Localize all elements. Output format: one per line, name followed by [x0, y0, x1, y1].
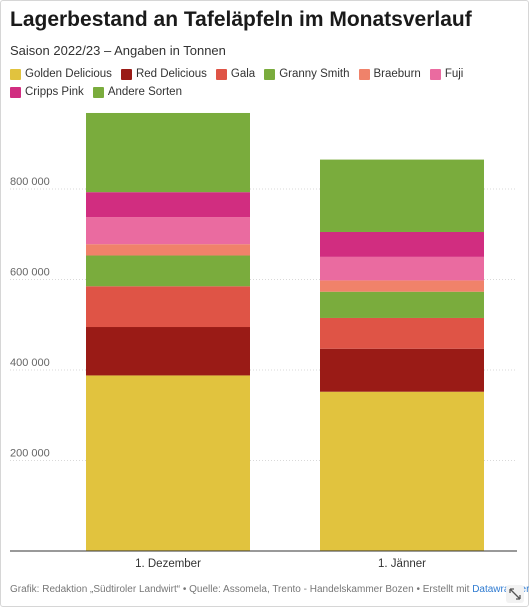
legend-item: Andere Sorten — [92, 84, 182, 100]
x-tick-label: 1. Jänner — [378, 558, 426, 570]
legend-swatch — [10, 86, 21, 98]
datawrapper-link[interactable]: Datawrapper — [472, 584, 529, 595]
legend-label: Fuji — [444, 68, 464, 80]
legend-swatch — [429, 68, 441, 80]
legend-swatch — [264, 68, 276, 80]
chart-legend: Golden Delicious Red Delicious Gala Granny … — [10, 66, 515, 102]
chart-footer: Grafik: Redaktion „Südtiroler Landwirt“ … — [10, 584, 529, 595]
y-tick-label: 400 000 — [10, 357, 50, 369]
chart-title: Lagerbestand an Tafeläpfeln im Monatsver… — [10, 8, 472, 31]
legend-item: Gala — [215, 66, 256, 82]
legend-item: Golden Delicious — [10, 66, 112, 82]
legend-swatch — [10, 68, 21, 80]
bar-segment — [320, 231, 484, 257]
expand-button[interactable] — [506, 585, 524, 603]
bar-segment — [86, 112, 250, 193]
legend-item: Cripps Pink — [10, 84, 84, 100]
legend-swatch — [120, 68, 132, 80]
bar-segment — [86, 217, 250, 245]
bar-segment — [320, 317, 484, 349]
bar-segment — [86, 286, 250, 328]
legend-swatch — [215, 68, 227, 80]
bar-segment — [320, 348, 484, 392]
legend-label: Andere Sorten — [107, 86, 182, 98]
bar-segment — [320, 280, 484, 292]
stacked-bar-chart: 200 000 400 000 600 000 800 000 1. Dezember 1… — [10, 112, 517, 570]
legend-item: Granny Smith — [264, 66, 350, 82]
legend-item: Fuji — [429, 66, 464, 82]
bar-segment — [320, 291, 484, 318]
legend-label: Braeburn — [373, 68, 421, 80]
legend-item: Red Delicious — [120, 66, 207, 82]
y-tick-label: 200 000 — [10, 448, 50, 460]
legend-label: Granny Smith — [279, 68, 350, 80]
y-tick-label: 800 000 — [10, 176, 50, 188]
footer-credits: Grafik: Redaktion „Südtiroler Landwirt“ … — [10, 584, 473, 595]
legend-item: Braeburn — [358, 66, 421, 82]
bar-segment — [320, 159, 484, 232]
bar-segment — [86, 244, 250, 256]
bar-segment — [86, 255, 250, 287]
x-tick-label: 1. Dezember — [135, 558, 201, 570]
legend-label: Golden Delicious — [25, 68, 112, 80]
bar-segment — [320, 256, 484, 281]
bar-segment — [86, 327, 250, 376]
legend-label: Cripps Pink — [25, 86, 84, 98]
chart-subtitle: Saison 2022/23 – Angaben in Tonnen — [10, 43, 226, 58]
bar-segment — [86, 192, 250, 218]
expand-icon — [509, 588, 521, 600]
legend-swatch — [92, 86, 104, 98]
legend-swatch — [358, 68, 370, 80]
legend-label: Red Delicious — [135, 68, 207, 80]
bar-segment — [86, 375, 250, 551]
bar-segment — [320, 391, 484, 551]
legend-label: Gala — [230, 68, 256, 80]
y-tick-label: 600 000 — [10, 267, 50, 279]
